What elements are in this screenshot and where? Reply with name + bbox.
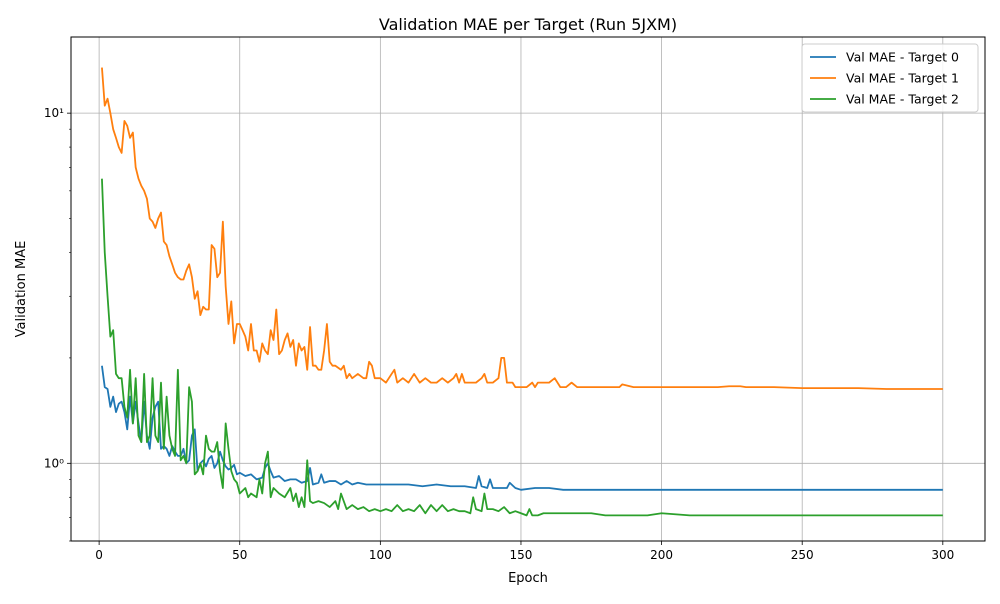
- x-axis-label: Epoch: [508, 571, 548, 586]
- x-tick-label: 100: [369, 548, 392, 562]
- x-tick-label: 0: [95, 548, 103, 562]
- series-line-target-0: [101, 365, 943, 491]
- x-tick-label: 250: [791, 548, 814, 562]
- legend-label: Val MAE - Target 2: [846, 92, 959, 107]
- series-line-target-2: [101, 178, 943, 517]
- x-tick-label: 50: [232, 548, 247, 562]
- x-tick-label: 150: [510, 548, 533, 562]
- legend: Val MAE - Target 0 Val MAE - Target 1 Val …: [801, 43, 979, 113]
- y-tick-label: 10⁰: [44, 456, 64, 470]
- x-tick-label: 200: [650, 548, 673, 562]
- y-axis-label: Validation MAE: [14, 241, 29, 338]
- x-tick-label: 300: [931, 548, 954, 562]
- legend-box: [801, 43, 979, 113]
- plot-area: [101, 67, 943, 517]
- axis-ticks: 0 50 100 150 200 250 300 10⁰ 10¹: [44, 106, 954, 562]
- legend-label: Val MAE - Target 0: [846, 50, 959, 65]
- chart-title: Validation MAE per Target (Run 5JXM): [379, 15, 677, 34]
- series-line-target-1: [101, 67, 943, 390]
- axes-frame: [70, 36, 986, 542]
- legend-label: Val MAE - Target 1: [846, 71, 959, 86]
- grid-lines: [71, 37, 985, 541]
- y-tick-label: 10¹: [44, 106, 64, 120]
